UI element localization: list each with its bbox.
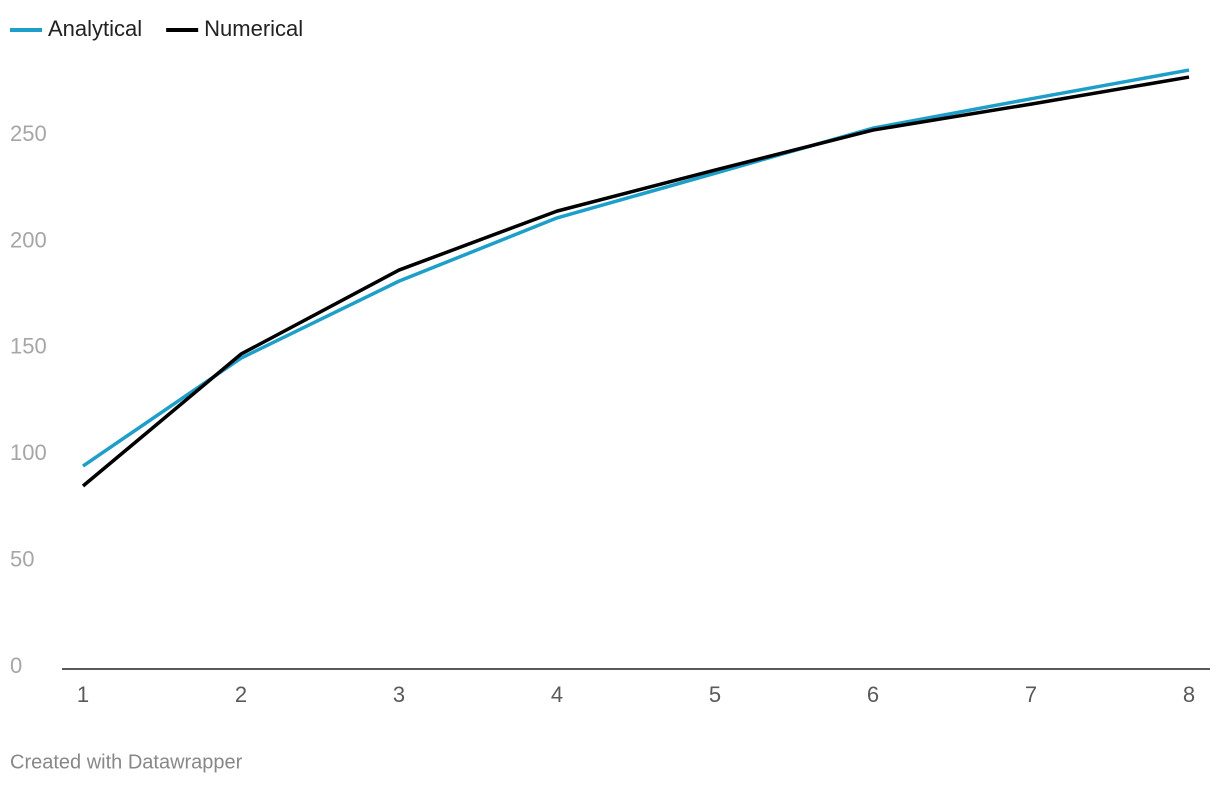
x-tick-label: 8 — [1183, 682, 1195, 707]
line — [81, 75, 1190, 488]
y-tick-label: 0 — [10, 653, 22, 678]
x-tick-label: 4 — [551, 682, 563, 707]
y-tick-label: 250 — [10, 121, 47, 146]
footer: Created with Datawrapper — [10, 751, 243, 773]
x-tick-label: 3 — [393, 682, 405, 707]
x-tick-label: 6 — [867, 682, 879, 707]
y-tick-label: 50 — [10, 546, 34, 571]
y-tick-label: 200 — [10, 227, 47, 252]
line — [82, 68, 1190, 468]
x-tick-label: 2 — [235, 682, 247, 707]
legend-label: Analytical — [48, 16, 142, 41]
x-tick-label: 5 — [709, 682, 721, 707]
y-tick-label: 150 — [10, 334, 47, 359]
x-tick-label: 1 — [77, 682, 89, 707]
x-tick-label: 7 — [1025, 682, 1037, 707]
y-tick-label: 100 — [10, 440, 47, 465]
legend-label: Numerical — [204, 16, 303, 41]
